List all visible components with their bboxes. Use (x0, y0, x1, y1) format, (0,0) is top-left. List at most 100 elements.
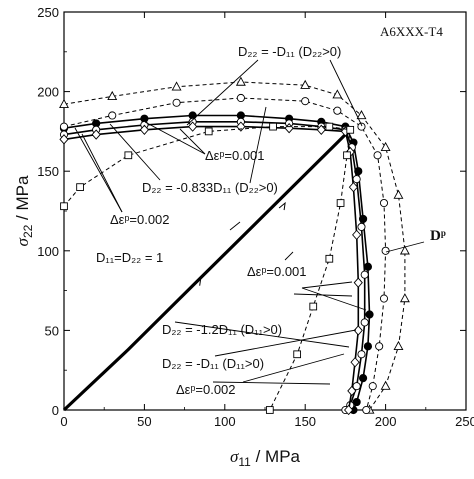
data-point (360, 318, 369, 327)
data-point (399, 245, 410, 255)
x-axis-label: σ11 / MPa (230, 447, 301, 469)
data-point (309, 302, 318, 311)
data-point (336, 199, 345, 207)
leader-lines (74, 59, 425, 385)
annotation-9: Δεᵖ=0.002 (176, 382, 236, 397)
data-point (348, 181, 359, 193)
data-point (399, 293, 410, 303)
data-point (353, 325, 363, 336)
data-point (76, 183, 84, 191)
data-point (265, 406, 274, 414)
x-tick-label: 50 (137, 414, 151, 429)
data-point (380, 380, 391, 390)
y-tick-label: 50 (45, 323, 59, 338)
data-point (59, 122, 69, 131)
y-tick-label: 150 (37, 164, 59, 179)
y-tick-label: 100 (37, 244, 59, 259)
data-point (316, 124, 326, 135)
y-tick-label: 250 (37, 5, 59, 20)
data-point (393, 340, 404, 350)
annotation-8: D₂₂ = -D₁₁ (D₁₁>0) (162, 356, 264, 371)
data-point (347, 385, 357, 397)
path-arrow (194, 277, 202, 286)
data-point (380, 141, 391, 151)
data-point (108, 111, 117, 120)
annotation-2: D₂₂ = -0.833D₁₁ (D₂₂>0) (142, 180, 278, 195)
data-point (373, 151, 382, 160)
series-line-3 (63, 125, 360, 411)
data-point (139, 124, 150, 135)
x-tick-label: 200 (375, 414, 397, 429)
series-layer (59, 76, 410, 416)
data-point (344, 404, 354, 416)
data-point (332, 89, 343, 99)
data-point (284, 123, 294, 134)
data-point (357, 350, 366, 359)
data-point (363, 342, 373, 351)
data-point (357, 122, 366, 131)
data-point (60, 202, 68, 211)
data-point (343, 151, 351, 160)
data-point (333, 106, 342, 115)
data-point (358, 374, 368, 383)
data-point (107, 90, 118, 101)
data-point (204, 127, 213, 136)
series-line-0 (62, 128, 352, 412)
data-point (171, 81, 182, 91)
annotations-layer: A6XXX-T4 D₂₂ = -D₁₁ (D₂₂>0) Δεᵖ=0.001 D₂… (74, 24, 446, 397)
data-point (235, 76, 246, 86)
y-tick-label: 0 (52, 403, 59, 418)
data-point (368, 382, 377, 391)
data-point (124, 151, 133, 160)
data-point (357, 222, 366, 231)
data-point (379, 294, 389, 303)
annotation-0: D₂₂ = -D₁₁ (D₂₂>0) (238, 44, 341, 59)
series-line-5 (63, 97, 387, 411)
data-point (379, 198, 389, 208)
data-point (352, 175, 361, 184)
x-tick-label: 150 (294, 414, 316, 429)
plot-frame (63, 11, 467, 411)
data-point (381, 246, 390, 255)
y-tick-label: 200 (37, 85, 59, 100)
x-tick-label: 100 (214, 414, 236, 429)
series-line-4 (63, 81, 406, 411)
y-axis-label: σ22 / MPa (13, 175, 35, 246)
annotation-3: Δεᵖ=0.002 (110, 212, 170, 227)
data-point (188, 121, 198, 132)
x-tick-label: 0 (60, 414, 67, 429)
ticks-layer: 0 50 100 150 200 250 0 50 100 150 200 250 (37, 5, 474, 429)
annotation-1: Δεᵖ=0.001 (205, 148, 265, 163)
data-point (362, 405, 371, 415)
data-point (350, 357, 360, 368)
data-point (269, 122, 277, 131)
data-point (325, 254, 334, 263)
data-point (91, 129, 101, 140)
path-arrow (278, 201, 286, 211)
data-point (172, 98, 181, 107)
annotation-6: Δεᵖ=0.001 (247, 264, 307, 279)
x-tick-label: 250 (455, 414, 474, 429)
data-point (59, 98, 69, 108)
data-point (325, 122, 334, 131)
data-point (375, 342, 384, 351)
annotation-4: D₁₁=D₂₂ = 1 (96, 250, 163, 265)
data-point (352, 229, 362, 241)
data-point (301, 97, 310, 106)
chart-title: A6XXX-T4 (380, 24, 443, 39)
annotation-5: Dᵖ (430, 228, 446, 244)
data-point (353, 277, 363, 288)
data-point (356, 110, 367, 120)
data-point (365, 310, 374, 319)
data-point (293, 350, 302, 359)
data-point (360, 270, 369, 279)
data-point (59, 134, 69, 145)
data-point (363, 262, 373, 271)
data-point (236, 93, 245, 103)
data-point (300, 79, 311, 89)
data-point (346, 125, 355, 134)
data-point (352, 397, 361, 407)
data-point (393, 189, 404, 199)
